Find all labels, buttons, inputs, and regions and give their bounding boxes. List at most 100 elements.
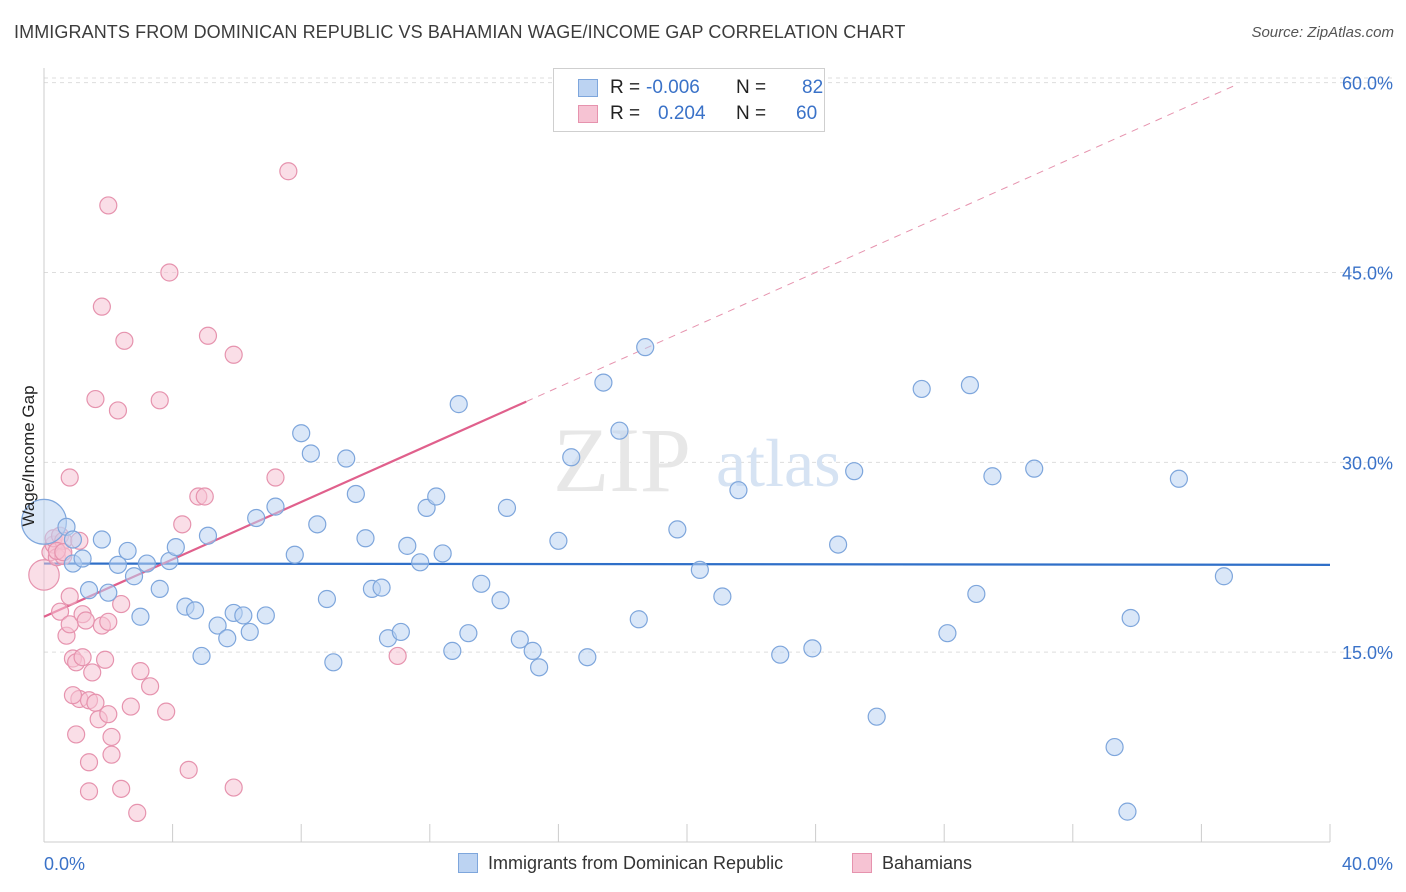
point-dominican (73, 549, 92, 568)
point-dominican (372, 578, 391, 597)
point-bahamian (102, 745, 121, 764)
trend-line (43, 562, 1331, 566)
point-bahamian (63, 686, 83, 705)
point-dominican (549, 531, 568, 550)
legend-r-label: R = (610, 103, 641, 124)
point-bahamian (224, 345, 243, 364)
trend-line-extension (526, 85, 1234, 403)
point-dominican (472, 574, 491, 593)
point-dominican (491, 591, 510, 610)
point-dominican (610, 421, 629, 440)
point-bahamian (131, 662, 150, 681)
point-dominican (1214, 567, 1234, 586)
point-dominican (108, 555, 128, 574)
point-dominican (285, 545, 304, 564)
point-dominican (967, 584, 986, 604)
point-dominican (198, 526, 218, 545)
point-dominican (324, 653, 343, 672)
point-bahamian (173, 515, 192, 534)
point-dominican (92, 530, 111, 549)
point-bahamian (198, 326, 218, 345)
point-dominican (523, 641, 542, 660)
y-axis-label: Wage/Income Gap (19, 385, 38, 526)
correlation-legend: R = -0.006 N = 82 R = 0.204 N = 60 (553, 68, 825, 132)
point-dominican (240, 622, 259, 642)
point-dominican (427, 487, 446, 506)
legend-r-label: R = (610, 77, 641, 98)
point-dominican (459, 624, 478, 643)
point-dominican (433, 544, 452, 563)
point-dominican (960, 376, 980, 395)
point-dominican (629, 610, 648, 629)
point-bahamian (99, 705, 118, 724)
trend-lines (43, 85, 1331, 618)
point-bahamian (179, 760, 198, 779)
point-bahamian (108, 401, 128, 420)
point-dominican (301, 444, 320, 463)
point-dominican (530, 658, 549, 677)
point-dominican (218, 629, 237, 648)
point-dominican (346, 484, 365, 504)
point-dominican (829, 535, 848, 554)
point-dominican (562, 448, 581, 467)
point-dominican (256, 606, 275, 625)
point-bahamian (73, 648, 92, 667)
point-dominican (1121, 608, 1140, 628)
point-dominican (411, 553, 430, 572)
point-dominican (594, 373, 613, 392)
point-dominican (317, 589, 337, 609)
point-bahamian (224, 778, 243, 797)
point-bahamian (60, 587, 79, 606)
point-dominican (118, 541, 137, 561)
data-points (21, 162, 1234, 822)
point-dominican (912, 379, 931, 399)
point-dominican (186, 601, 205, 620)
point-dominican (391, 622, 410, 642)
point-bahamian (67, 725, 86, 744)
point-bahamian (112, 594, 131, 614)
legend-r-value: -0.006 (646, 77, 700, 98)
point-dominican (1118, 802, 1137, 821)
legend-r-value: 0.204 (658, 103, 706, 124)
point-dominican (337, 449, 356, 468)
point-dominican (443, 641, 462, 660)
y-tick-label: 45.0% (1342, 263, 1393, 283)
point-dominican (1025, 459, 1044, 478)
point-dominican (266, 497, 285, 516)
point-bahamian (86, 389, 105, 409)
point-bahamian (99, 612, 118, 631)
point-bahamian (157, 702, 176, 721)
point-bahamian (83, 663, 102, 682)
point-bahamian (28, 559, 60, 591)
point-bahamian (79, 782, 99, 801)
legend-swatch-blue (458, 853, 478, 873)
legend-n-label: N = (736, 77, 767, 98)
point-dominican (166, 538, 185, 557)
point-dominican (636, 338, 655, 357)
point-dominican (150, 579, 169, 598)
point-dominican (713, 587, 732, 606)
point-dominican (63, 530, 83, 549)
x-tick-label-min: 0.0% (44, 854, 85, 874)
point-dominican (938, 624, 957, 643)
point-dominican (99, 583, 118, 602)
point-bahamian (99, 196, 118, 215)
point-bahamian (140, 677, 160, 696)
chart-title: IMMIGRANTS FROM DOMINICAN REPUBLIC VS BA… (14, 22, 906, 42)
point-bahamian (388, 646, 407, 666)
legend-n-value: 82 (802, 77, 824, 98)
x-tick-label-max: 40.0% (1342, 854, 1393, 874)
point-dominican (308, 515, 327, 534)
point-bahamian (266, 468, 285, 487)
point-dominican (867, 707, 886, 726)
point-dominican (729, 481, 748, 500)
point-dominican (124, 567, 144, 586)
point-dominican (192, 646, 211, 666)
axes (43, 68, 1331, 843)
point-dominican (690, 560, 709, 580)
source-credit: Source: ZipAtlas.com (1251, 24, 1394, 41)
legend-label-bahamian: Bahamians (882, 853, 973, 873)
point-dominican (137, 554, 156, 573)
point-dominican (131, 607, 150, 626)
